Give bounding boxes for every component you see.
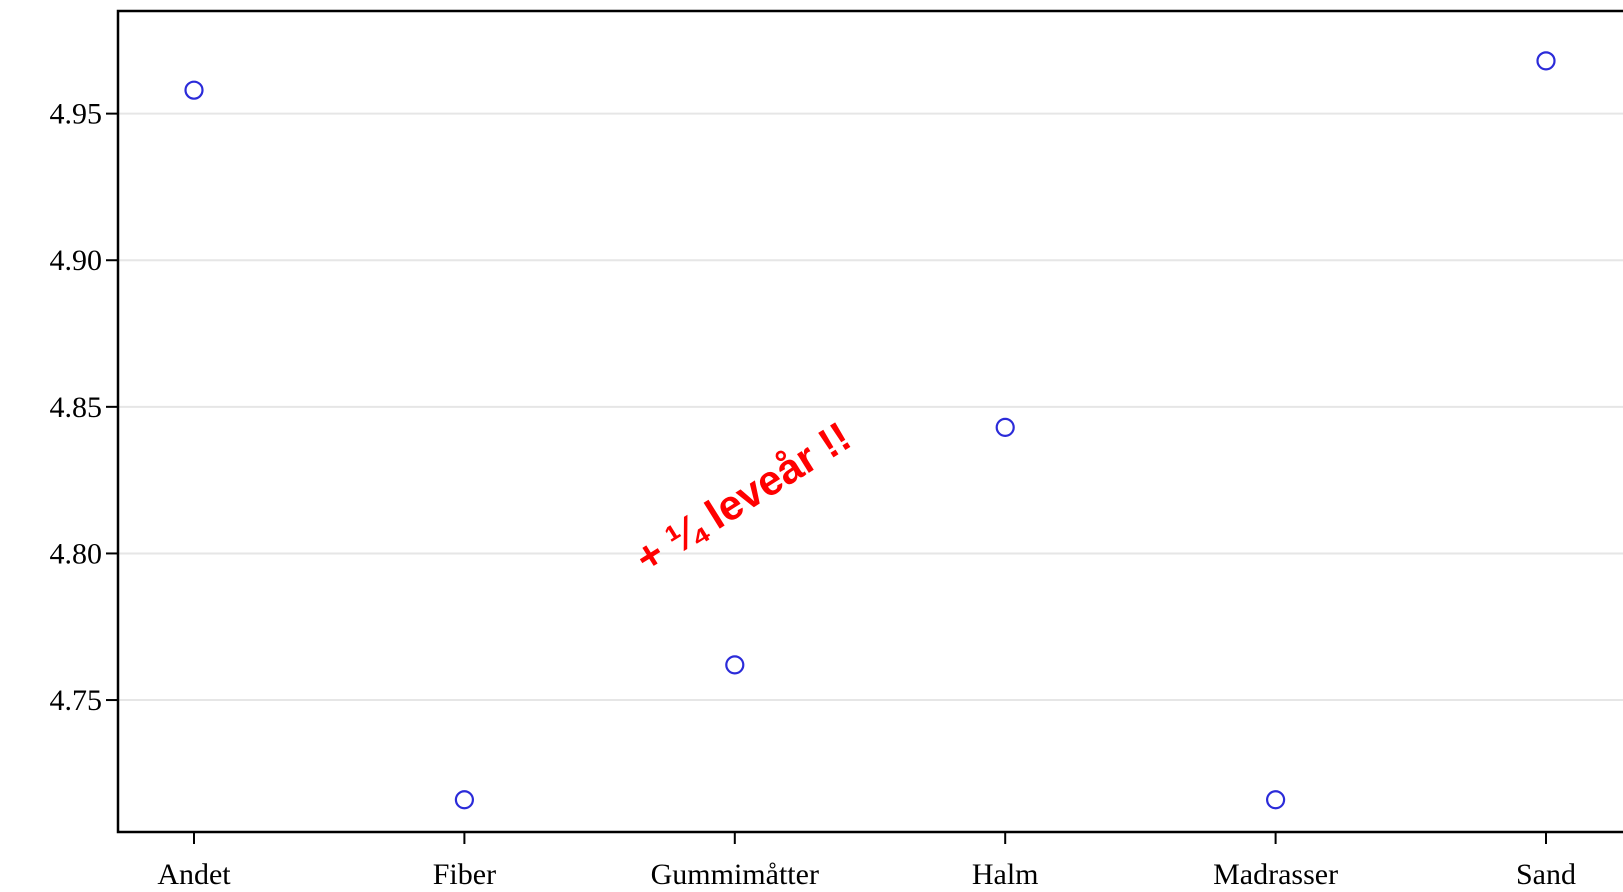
x-tick-label: Madrasser bbox=[1213, 858, 1338, 891]
y-tick-label: 4.80 bbox=[50, 537, 103, 570]
y-tick-label: 4.75 bbox=[50, 684, 103, 717]
x-tick-label: Halm bbox=[972, 858, 1039, 891]
data-point bbox=[725, 655, 745, 675]
data-point bbox=[184, 80, 204, 100]
gridlines bbox=[118, 112, 1623, 702]
data-point bbox=[1536, 51, 1556, 71]
x-tick-label: Sand bbox=[1516, 858, 1576, 891]
data-point bbox=[995, 417, 1015, 437]
y-tick-label: 4.85 bbox=[50, 391, 103, 424]
y-axis: 4.75 4.80 4.85 4.90 4.95 bbox=[50, 98, 118, 717]
y-tick-label: 4.90 bbox=[50, 244, 103, 277]
y-tick-label: 4.95 bbox=[50, 98, 103, 131]
x-tick-label: Gummimåtter bbox=[651, 858, 819, 891]
data-points bbox=[184, 51, 1556, 810]
data-point bbox=[454, 790, 474, 810]
x-tick-label: Fiber bbox=[433, 858, 496, 891]
annotation-text: + ¼ leveår !! bbox=[627, 412, 859, 581]
plot-frame bbox=[116, 9, 1623, 834]
x-tick-label: Andet bbox=[157, 858, 231, 891]
data-point bbox=[1265, 790, 1286, 810]
x-axis: Andet Fiber Gummimåtter Halm Madrasser Sand bbox=[157, 832, 1576, 891]
